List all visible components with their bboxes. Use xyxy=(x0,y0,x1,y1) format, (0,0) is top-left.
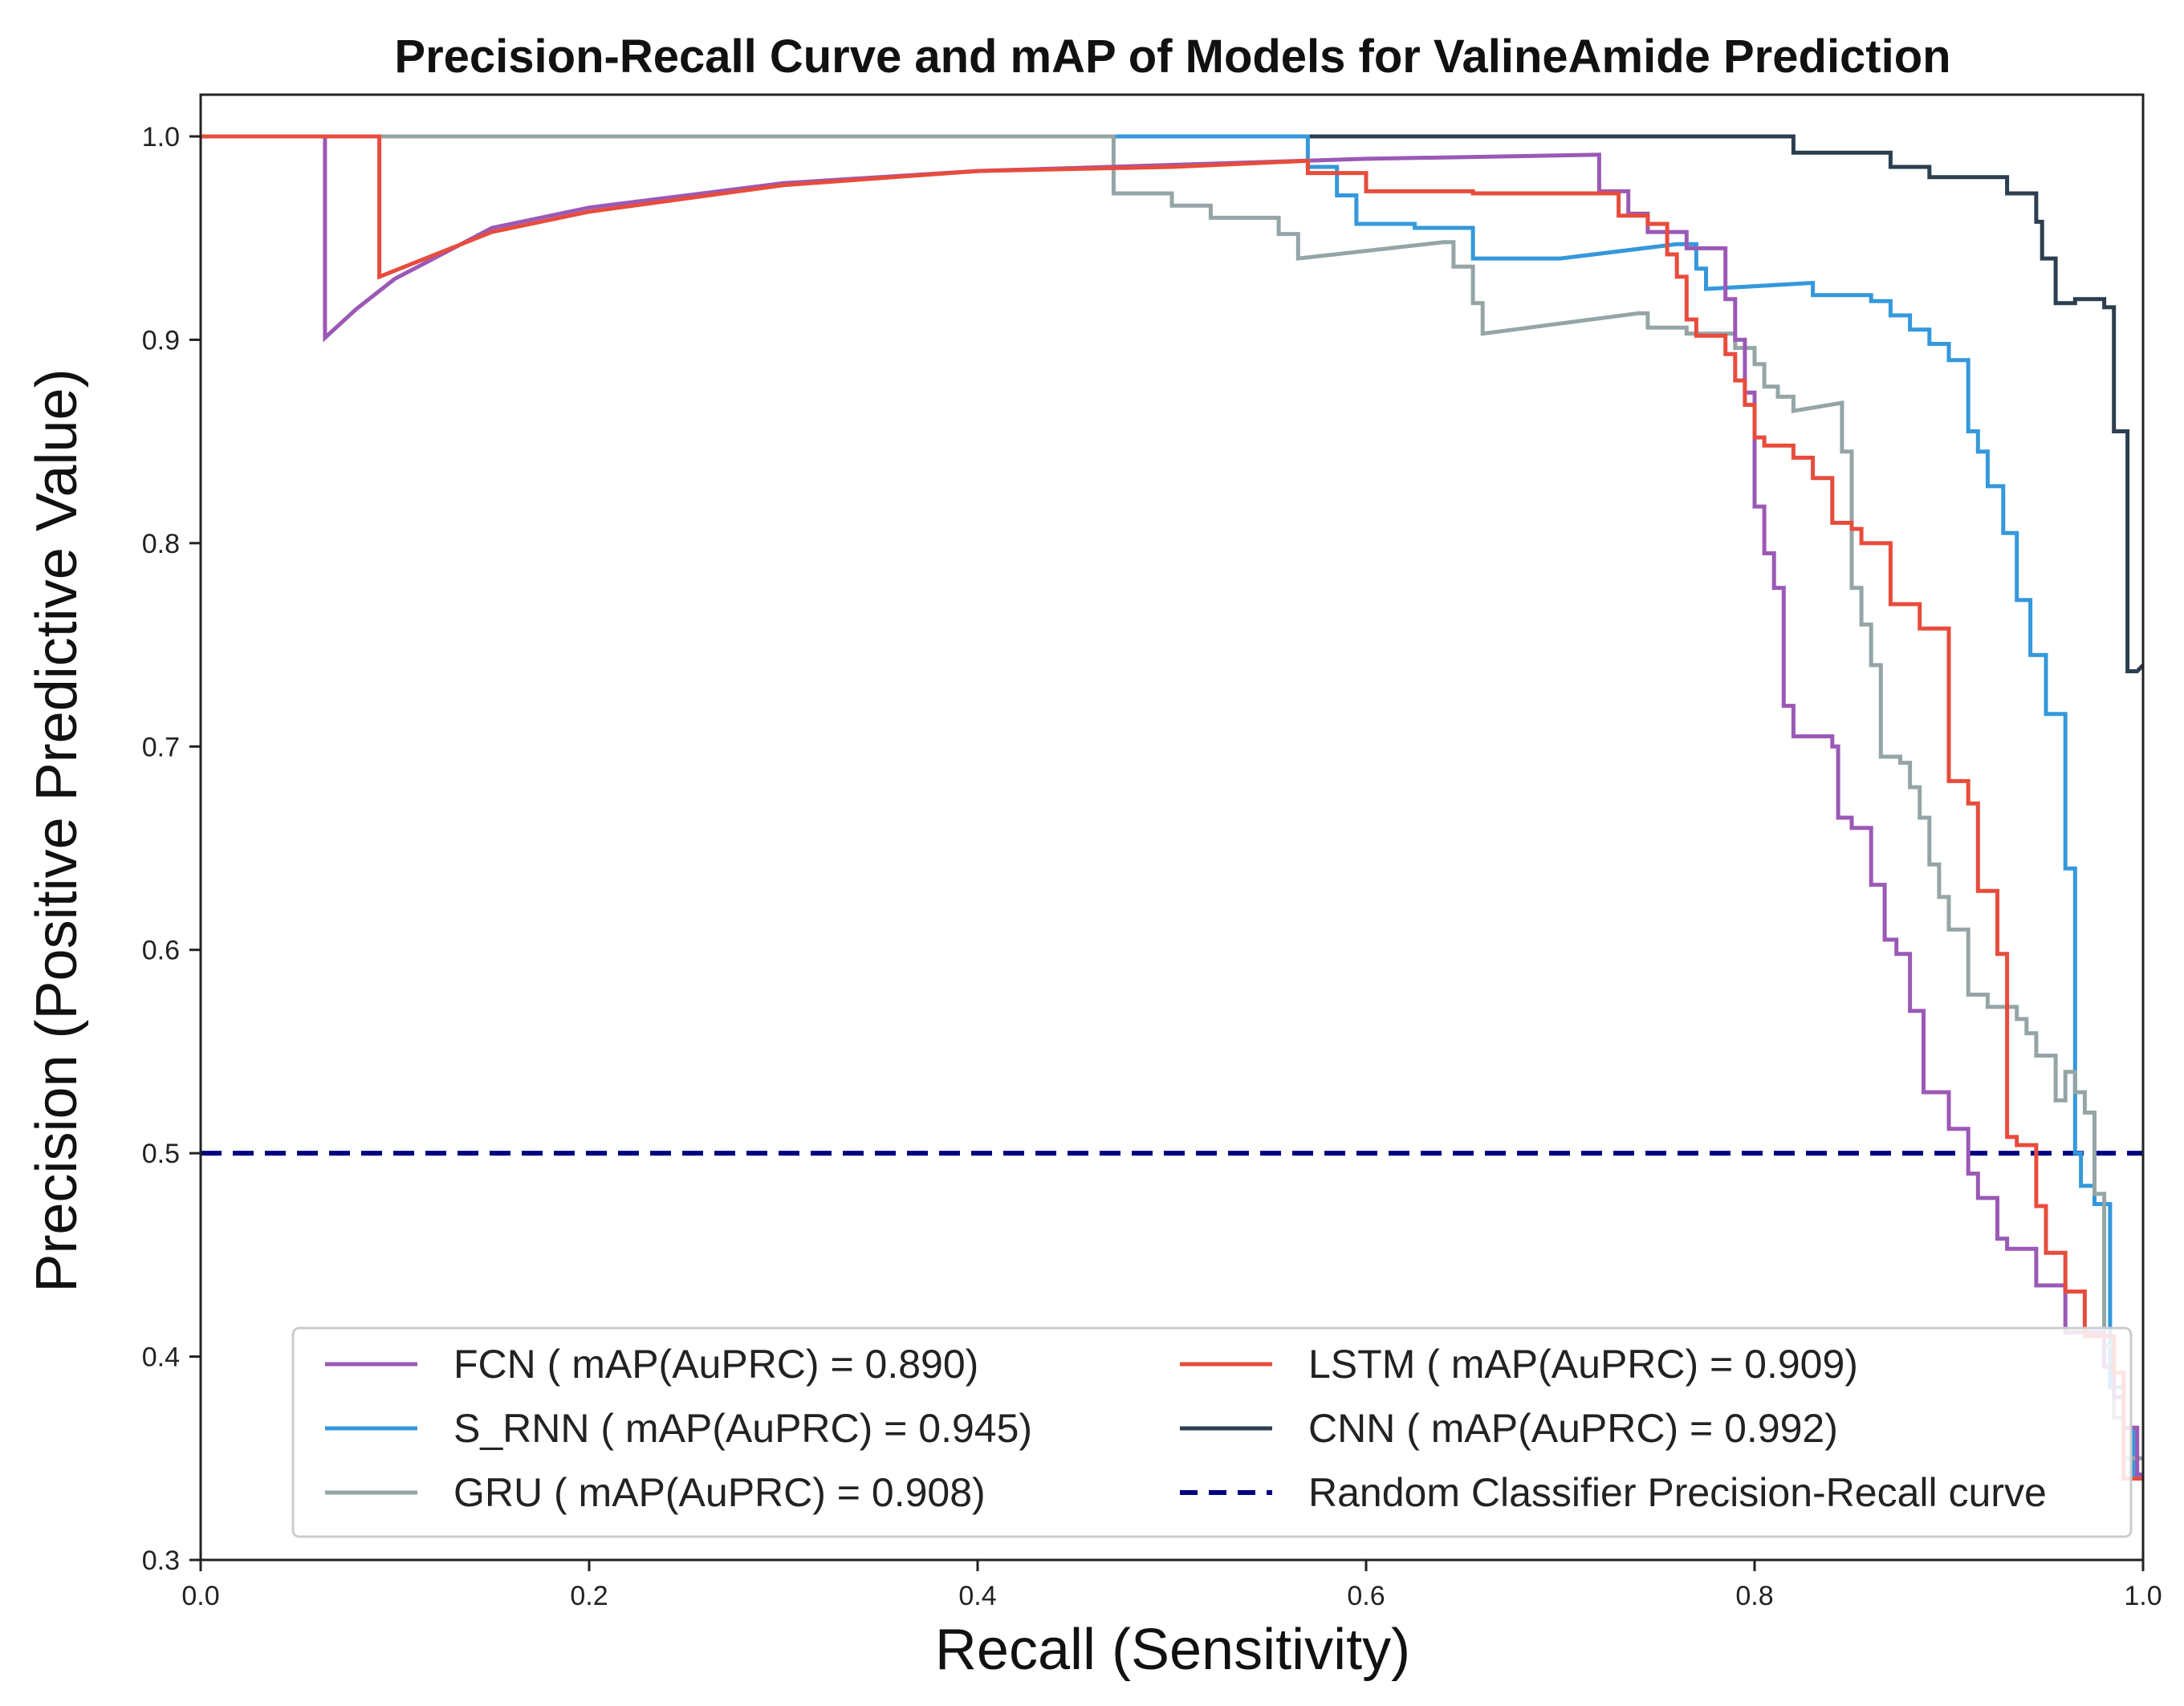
legend-label: FCN ( mAP(AuPRC) = 0.890) xyxy=(453,1342,978,1387)
plot-frame xyxy=(199,93,2145,1562)
chart-title: Precision-Recall Curve and mAP of Models… xyxy=(394,30,1950,83)
legend-item-s_rnn: S_RNN ( mAP(AuPRC) = 0.945) xyxy=(325,1406,1032,1451)
y-tick-label: 0.5 xyxy=(142,1139,180,1169)
lstm-curve xyxy=(201,134,2143,1481)
legend-label: GRU ( mAP(AuPRC) = 0.908) xyxy=(453,1470,986,1515)
y-tick-label: 0.3 xyxy=(142,1546,180,1576)
legend-item-fcn: FCN ( mAP(AuPRC) = 0.890) xyxy=(325,1342,978,1387)
plot-area xyxy=(201,134,2143,1481)
y-tick-label: 0.7 xyxy=(142,732,180,762)
y-tick-label: 0.6 xyxy=(142,936,180,966)
axes: 0.0 0.2 0.4 0.6 0.8 1.0 0.3 0.4 0.5 0.6 0.7 0.8 0.9 1… xyxy=(142,93,2162,1611)
s_rnn-curve xyxy=(201,134,2143,1477)
y-tick-label: 0.8 xyxy=(142,529,180,559)
legend-item-gru: GRU ( mAP(AuPRC) = 0.908) xyxy=(325,1470,986,1515)
fcn-curve xyxy=(201,134,2143,1477)
legend-item-cnn: CNN ( mAP(AuPRC) = 0.992) xyxy=(1180,1406,1838,1451)
legend-label: Random Classifier Precision-Recall curve xyxy=(1308,1470,2047,1515)
x-tick-label: 0.4 xyxy=(958,1581,996,1611)
y-axis-label: Precision (Positive Predictive Value) xyxy=(25,368,89,1292)
legend-item-random-classifier: Random Classifier Precision-Recall curve xyxy=(1180,1470,2047,1515)
series-lines xyxy=(201,134,2143,1481)
x-tick-label: 0.6 xyxy=(1347,1581,1385,1611)
x-tick-label: 1.0 xyxy=(2124,1581,2162,1611)
y-tick-label: 0.9 xyxy=(142,325,180,355)
cnn-curve xyxy=(201,134,2143,673)
legend-label: CNN ( mAP(AuPRC) = 0.992) xyxy=(1308,1406,1838,1451)
y-tick-label: 1.0 xyxy=(142,122,180,152)
y-tick-label: 0.4 xyxy=(142,1342,180,1373)
x-tick-label: 0.8 xyxy=(1735,1581,1773,1611)
legend-label: LSTM ( mAP(AuPRC) = 0.909) xyxy=(1308,1342,1858,1387)
gru-curve xyxy=(201,134,2143,1460)
legend-box xyxy=(291,1326,2133,1538)
legend: FCN ( mAP(AuPRC) = 0.890) S_RNN ( mAP(AuP… xyxy=(291,1326,2133,1538)
x-tick-label: 0.2 xyxy=(570,1581,608,1611)
legend-item-lstm: LSTM ( mAP(AuPRC) = 0.909) xyxy=(1180,1342,1858,1387)
x-axis-label: Recall (Sensitivity) xyxy=(935,1618,1410,1682)
x-tick-label: 0.0 xyxy=(181,1581,219,1611)
legend-label: S_RNN ( mAP(AuPRC) = 0.945) xyxy=(453,1406,1032,1451)
